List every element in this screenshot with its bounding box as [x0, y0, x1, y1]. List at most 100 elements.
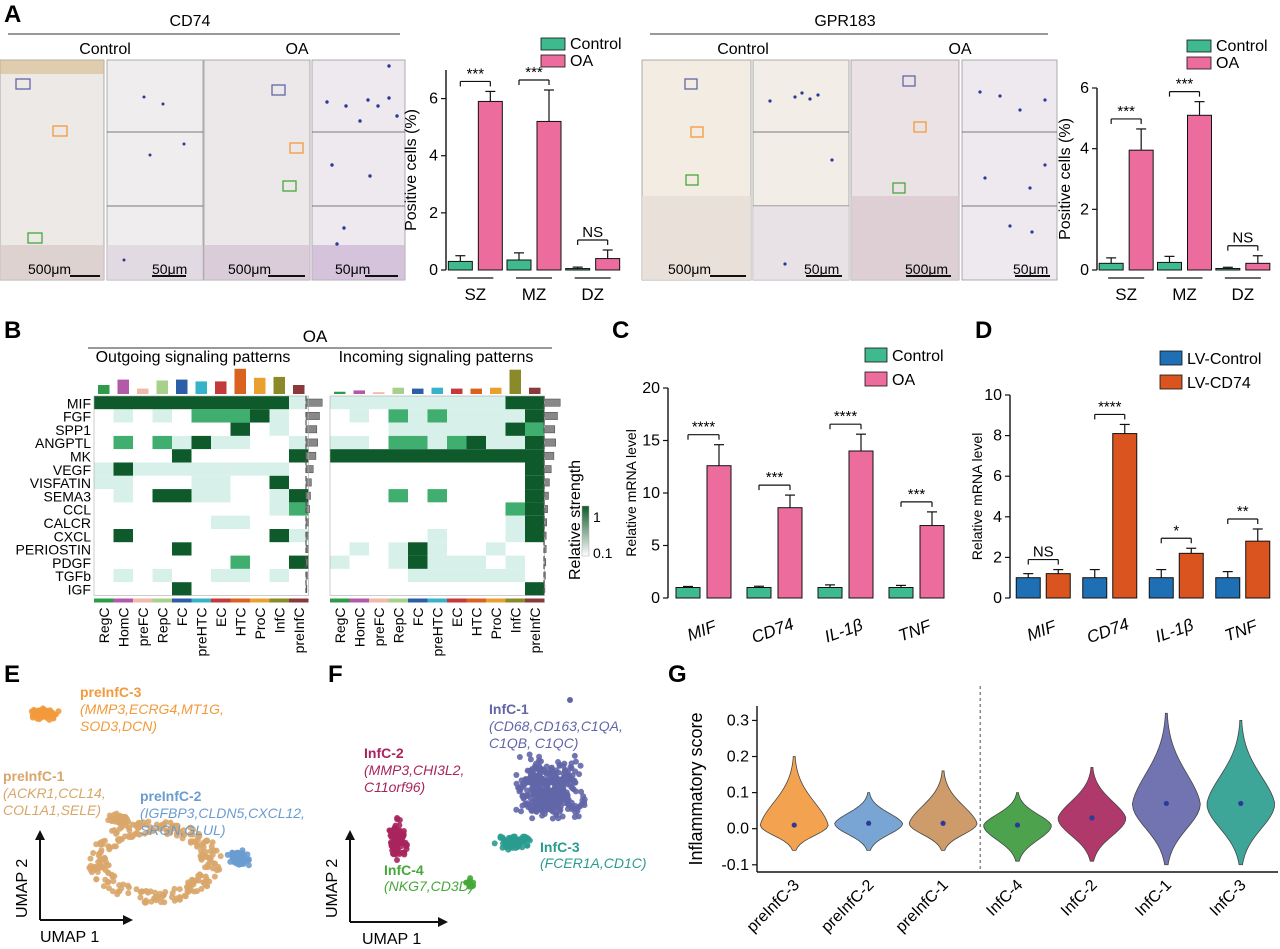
qpcr-oa-chart: 0 5 10 15 20 Relative mRNA level **** MIF *** CD7…	[623, 347, 945, 647]
heatmap-row-label: SPP1	[55, 422, 91, 438]
category-label: SZ	[464, 285, 486, 304]
scale-bar-label: 50μm	[335, 261, 370, 277]
incoming-heatmap-cell	[349, 529, 369, 543]
outgoing-heatmap-cell	[191, 515, 211, 529]
outgoing-heatmap-cell	[152, 515, 172, 529]
panel-label-f: F	[328, 661, 343, 688]
outgoing-heatmap-cell	[133, 568, 153, 583]
outgoing-heatmap-cell	[211, 529, 231, 543]
incoming-column-color-strip	[427, 598, 447, 603]
incoming-heatmap-cell	[427, 489, 447, 503]
scale-bar-label: 500μm	[668, 261, 711, 277]
umap-e-xlabel: UMAP 1	[40, 929, 99, 946]
bar	[817, 587, 843, 599]
umap-point-infc1	[578, 788, 585, 795]
umap-point-infc1	[559, 790, 566, 797]
incoming-heatmap-cell	[466, 542, 486, 556]
outgoing-heatmap-cell	[113, 515, 133, 529]
incoming-heatmap-cell	[525, 529, 545, 543]
bar	[1187, 114, 1212, 271]
y-tick-label: 2	[429, 205, 438, 222]
incoming-heatmap-cell	[525, 422, 545, 436]
bar	[888, 587, 914, 599]
incoming-heatmap-cell	[525, 582, 545, 596]
umap-point-infc1	[581, 802, 588, 809]
outgoing-heatmap-cell	[152, 409, 172, 423]
heatmap-legend-min: 0.1	[593, 545, 613, 561]
y-tick-label: 0	[1080, 262, 1089, 279]
incoming-heatmap-cell	[466, 462, 486, 476]
outgoing-heatmap-cell	[113, 489, 133, 503]
heatmap-row-label: CALCR	[44, 515, 91, 531]
y-tick-label: 20	[642, 380, 660, 397]
incoming-heatmap-cell	[330, 396, 350, 410]
outgoing-heatmap-cell	[113, 409, 133, 423]
outgoing-heatmap-cell	[94, 475, 114, 490]
incoming-heatmap-cell	[486, 435, 506, 450]
umap-point-infc2	[393, 857, 400, 864]
incoming-heatmap-cell	[349, 542, 369, 556]
violin-shape	[1057, 766, 1127, 862]
incoming-heatmap-cell	[427, 409, 447, 423]
gpr183-positive-cells-chart: 0 2 4 6 Positive cells (%) *** SZ *** MZ NS DZ Cont…	[1057, 38, 1271, 304]
incoming-heatmap-cell	[388, 396, 408, 410]
outgoing-heatmap-cell	[211, 489, 231, 503]
incoming-row-sum-bar	[543, 518, 547, 527]
umap-point-preinfc1	[213, 847, 220, 854]
bar	[675, 587, 701, 599]
incoming-heatmap-cell	[505, 422, 525, 436]
incoming-heatmap-cell	[466, 555, 486, 569]
outgoing-heatmap-cell	[152, 489, 172, 503]
umap-point-preinfc1	[206, 878, 213, 885]
umap-point-infc1	[569, 772, 576, 779]
cluster-markers-infc4: (NKG7,CD3D)	[384, 878, 473, 894]
outgoing-column-sum-bar	[273, 376, 285, 394]
incoming-heatmap-cell	[486, 515, 506, 529]
violin-median-point	[1238, 800, 1244, 807]
outgoing-column-label: RegC	[96, 608, 112, 644]
outgoing-heatmap-cell	[172, 542, 192, 556]
y-axis-label: Relative mRNA level	[969, 433, 985, 561]
outgoing-heatmap-cell	[289, 489, 309, 503]
y-tick-label: 6	[429, 91, 438, 108]
outgoing-heatmap-cell	[172, 475, 192, 490]
bar	[706, 465, 732, 599]
outgoing-heatmap-cell	[191, 449, 211, 463]
heatmap-row-label: TGFb	[55, 568, 91, 584]
cluster-label-preinfc3: preInfC-3	[80, 684, 142, 700]
outgoing-heatmap-cell	[250, 555, 270, 569]
incoming-heatmap-cell	[369, 449, 389, 463]
incoming-heatmap-cell	[505, 475, 525, 490]
incoming-heatmap-cell	[447, 422, 467, 436]
outgoing-heatmap-cell	[230, 396, 250, 410]
outgoing-heatmap-cell	[113, 435, 133, 450]
outgoing-column-label: preInfC	[291, 608, 307, 654]
umap-point-infc1	[536, 793, 543, 800]
cluster-label-preinfc2: preInfC-2	[140, 788, 202, 804]
umap-point-preinfc1	[128, 834, 135, 841]
outgoing-heatmap-cell	[172, 435, 192, 450]
outgoing-heatmap-cell	[172, 515, 192, 529]
outgoing-column-color-strip	[289, 598, 309, 603]
outgoing-heatmap-cell	[113, 462, 133, 476]
outgoing-heatmap-cell	[94, 515, 114, 529]
outgoing-heatmap-cell	[250, 475, 270, 490]
incoming-heatmap-cell	[349, 475, 369, 490]
incoming-heatmap-cell	[349, 515, 369, 529]
umap-point-preinfc1	[136, 831, 143, 838]
y-axis-label: Positive cells (%)	[1057, 118, 1074, 240]
outgoing-heatmap-cell	[230, 462, 250, 476]
outgoing-heatmap-cell	[289, 529, 309, 543]
outgoing-column-sum-bar	[234, 368, 246, 394]
umap-point-infc1	[571, 752, 578, 759]
incoming-heatmap-cell	[349, 409, 369, 423]
incoming-heatmap-cell	[525, 396, 545, 410]
incoming-heatmap-cell	[388, 435, 408, 450]
umap-point-preinfc2	[238, 861, 245, 868]
category-label: TNF	[896, 616, 935, 646]
panel-label-e: E	[4, 661, 20, 688]
umap-point-preinfc1	[202, 873, 209, 880]
gpr183-oa-overview: 500μm	[850, 59, 960, 281]
significance-label: ***	[467, 65, 485, 82]
incoming-heatmap-cell	[369, 502, 389, 516]
